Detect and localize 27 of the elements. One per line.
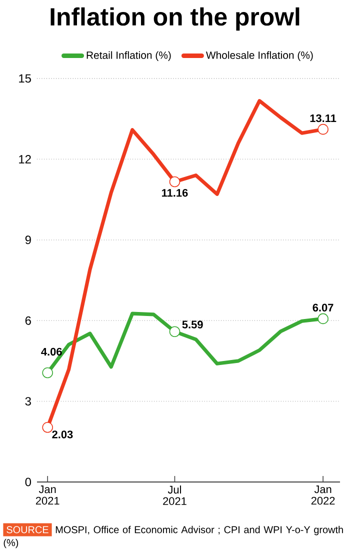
data-label: 6.07 <box>312 304 334 312</box>
data-label: 11.16 <box>162 189 188 197</box>
data-label: 4.06 <box>41 348 62 356</box>
y-tick-label: 3 <box>25 397 31 406</box>
chart-title: Inflation on the prowl <box>50 7 300 31</box>
y-tick-label: 15 <box>19 74 31 83</box>
data-label: 2.03 <box>52 430 73 438</box>
point <box>169 326 180 338</box>
text: SOURCE <box>6 526 48 534</box>
x-tick-label: Jan 2021 <box>36 486 60 505</box>
point <box>318 313 328 324</box>
point <box>169 176 180 188</box>
data-label: 5.59 <box>182 320 203 328</box>
data-label: 13.11 <box>310 114 336 122</box>
legend-label: Wholesale Inflation (%) <box>206 51 313 61</box>
legend-label: Retail Inflation (%) <box>86 51 171 61</box>
x-tick-label: Jan 2022 <box>311 486 335 505</box>
text: (%) <box>4 538 18 548</box>
point <box>42 367 53 378</box>
text: MOSPI, Office of Economic Advisor ; CPI and WPI Y-o-Y growth <box>56 526 343 536</box>
x-tick-label: Jul 2021 <box>163 486 186 506</box>
y-tick-label: 0 <box>25 478 32 486</box>
y-tick-label: 6 <box>25 316 31 325</box>
y-tick-label: 12 <box>19 155 31 164</box>
point <box>318 124 328 135</box>
point <box>42 422 53 433</box>
y-tick-label: 9 <box>25 236 31 244</box>
